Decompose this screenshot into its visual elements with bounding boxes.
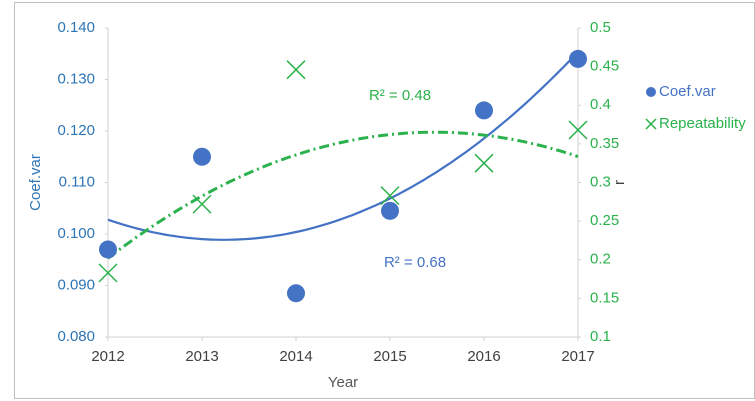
point (475, 101, 493, 120)
x-axis-title: Year (328, 374, 358, 391)
y2-tick-label: 0.1 (590, 328, 611, 345)
y-tick-label: 0.090 (57, 276, 95, 293)
y2-tick-label: 0.45 (590, 58, 619, 75)
point (380, 186, 400, 206)
y2-tick-label: 0.25 (590, 212, 619, 229)
y-tick-label: 0.100 (57, 225, 95, 242)
point (193, 147, 211, 166)
point (381, 201, 399, 220)
point (192, 194, 212, 214)
y2-tick-label: 0.5 (590, 19, 611, 36)
y-tick-label: 0.110 (59, 173, 95, 190)
trendline (107, 130, 579, 260)
y-tick-label: 0.130 (57, 70, 95, 87)
legend-label: Repeatability (659, 115, 746, 132)
y2-tick-label: 0.35 (590, 135, 619, 152)
x-tick-label: 2015 (373, 348, 406, 365)
x-tick-label: 2017 (561, 348, 594, 365)
y-tick-label: 0.120 (57, 122, 95, 139)
point (98, 263, 118, 283)
annotation: R² = 0.48 (369, 87, 431, 104)
x-tick-label: 2013 (185, 348, 218, 365)
y2-tick-label: 0.2 (590, 251, 611, 268)
point (286, 60, 306, 80)
point (287, 284, 305, 303)
y2-tick-label: 0.3 (590, 173, 611, 190)
y2-tick-label: 0.15 (590, 289, 619, 306)
y-tick-label: 0.080 (57, 328, 95, 345)
legend-marker (645, 118, 657, 130)
point (99, 240, 117, 259)
y2-axis-title: r (611, 180, 628, 185)
annotation: R² = 0.68 (384, 254, 446, 271)
trendline (107, 51, 579, 241)
y-tick-label: 0.140 (57, 19, 95, 36)
x-tick-label: 2014 (279, 348, 312, 365)
x-tick-label: 2016 (467, 348, 500, 365)
legend-marker (646, 87, 656, 97)
point (569, 49, 587, 68)
legend-label: Coef.var (659, 83, 716, 100)
point (568, 120, 588, 140)
y-axis-title: Coef.var (27, 154, 44, 211)
point (474, 153, 494, 173)
y2-tick-label: 0.4 (590, 96, 611, 113)
x-tick-label: 2012 (91, 348, 124, 365)
